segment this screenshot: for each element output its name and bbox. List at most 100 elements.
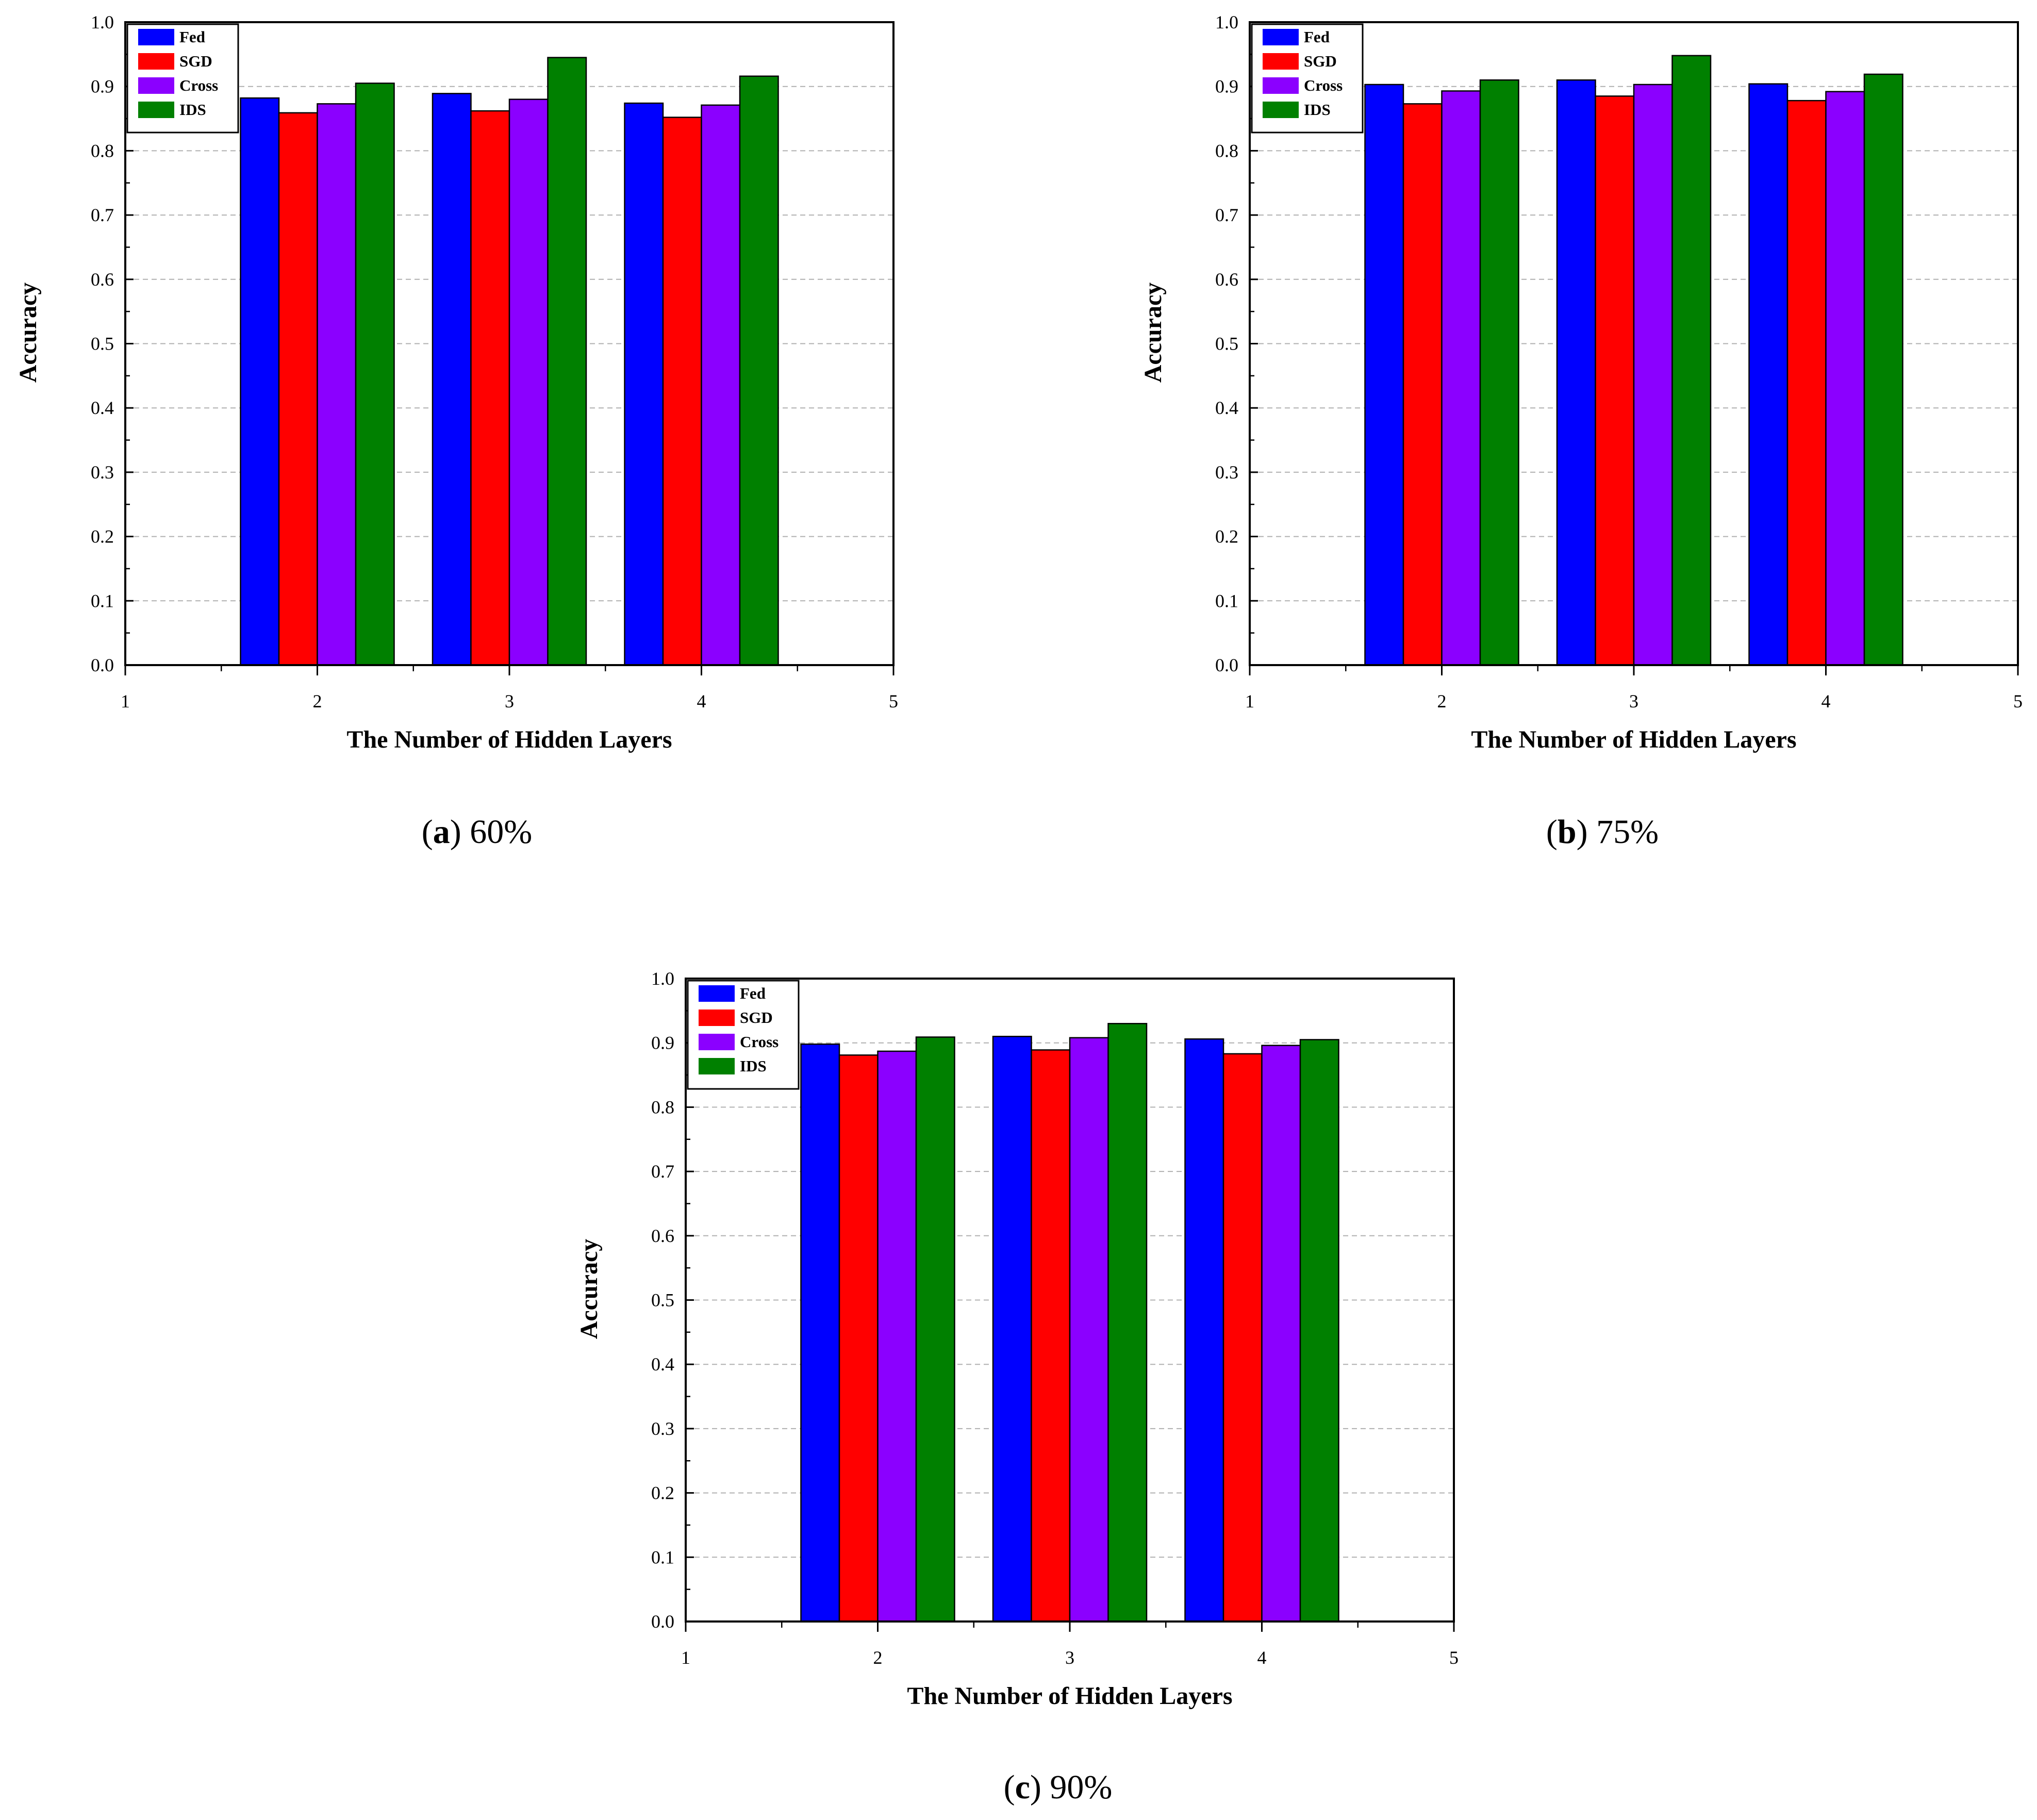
x-tick-label: 3 [1065,1647,1074,1668]
bar-sgd-3 [1595,95,1635,666]
y-tick-label: 1.0 [91,12,114,32]
y-tick-label: 0.0 [91,655,114,675]
bar-sgd-2 [838,1054,879,1623]
y-tick-label: 0.5 [91,334,114,354]
x-tick-label: 3 [1629,691,1638,712]
y-tick-label: 0.4 [651,1354,674,1375]
x-tick-label: 2 [873,1647,883,1668]
legend: Fed SGD Cross IDS [126,23,239,134]
legend-label-ids: IDS [1304,101,1331,119]
bar-ids-3 [547,57,587,666]
bar-sgd-3 [1031,1049,1071,1623]
legend-swatch-ids [138,102,174,118]
bar-cross-4 [701,104,741,666]
caption-value: 60% [470,813,532,851]
bar-ids-3 [1671,55,1712,666]
bar-cross-2 [1441,90,1481,666]
y-tick-label: 0.1 [651,1547,674,1567]
x-axis-title: The Number of Hidden Layers [346,726,672,753]
bar-sgd-4 [662,117,702,666]
x-tick-labels: 1 2 3 4 5 [681,1647,1459,1668]
bar-cross-3 [1069,1037,1109,1623]
legend-label-fed: Fed [740,984,766,1002]
bar-sgd-4 [1222,1053,1263,1623]
legend-label-fed: Fed [179,28,205,46]
bar-fed-3 [1556,79,1596,666]
x-tick-label: 5 [2013,691,2023,712]
legend-swatch-fed [699,985,735,1002]
bar-ids-4 [1299,1039,1339,1623]
caption-letter: a [433,813,450,851]
y-tick-label: 0.9 [651,1033,674,1053]
caption-value: 90% [1050,1768,1112,1806]
bar-ids-3 [1107,1023,1148,1623]
bar-ids-2 [1479,79,1519,666]
bar-fed-3 [432,93,472,666]
legend-label-ids: IDS [740,1057,767,1075]
bar-cross-4 [1825,91,1865,666]
x-tick-label: 5 [1449,1647,1459,1668]
caption-letter: c [1015,1768,1030,1806]
x-tick-label: 4 [1821,691,1831,712]
y-tick-label: 0.0 [1215,655,1238,675]
bar-ids-4 [739,75,779,666]
y-tick-label: 1.0 [651,968,674,989]
x-tick-label: 1 [121,691,130,712]
x-tick-label: 2 [1437,691,1447,712]
y-tick-label: 0.5 [1215,334,1238,354]
legend-label-sgd: SGD [740,1008,773,1027]
legend-label-fed: Fed [1304,28,1330,46]
bar-fed-4 [624,102,664,666]
legend-swatch-sgd [1263,53,1299,70]
x-tick-labels: 1 2 3 4 5 [1245,691,2023,712]
bar-fed-4 [1184,1038,1224,1623]
y-tick-label: 0.6 [651,1226,674,1246]
x-tick-label: 1 [681,1647,690,1668]
legend-swatch-cross [1263,77,1299,94]
y-tick-label: 0.7 [91,205,114,225]
y-tick-labels: 0.0 0.1 0.2 0.3 0.4 0.5 0.6 0.7 0.8 0.9 1.0 [91,12,114,675]
legend-swatch-fed [138,29,174,45]
y-tick-label: 0.6 [91,269,114,290]
bar-cross-3 [1633,84,1673,666]
legend-label-sgd: SGD [1304,52,1337,70]
y-tick-label: 0.8 [1215,140,1238,161]
bar-cross-2 [877,1050,917,1623]
y-tick-label: 0.6 [1215,269,1238,290]
legend-swatch-fed [1263,29,1299,45]
legend: Fed SGD Cross IDS [687,980,800,1090]
bars [1364,55,1903,666]
bar-cross-2 [317,103,357,666]
bar-fed-4 [1748,83,1788,666]
caption-a: (a) 60% [422,813,532,851]
y-axis-title: Accuracy [575,1239,603,1339]
x-tick-label: 3 [505,691,514,712]
y-tick-label: 0.8 [651,1097,674,1117]
legend-label-cross: Cross [179,76,218,94]
x-tick-label: 4 [697,691,706,712]
x-tick-label: 4 [1257,1647,1267,1668]
x-tick-label: 2 [313,691,322,712]
y-tick-label: 0.3 [91,462,114,483]
legend-swatch-ids [1263,102,1299,118]
y-tick-label: 0.8 [91,140,114,161]
y-tick-label: 0.4 [91,398,114,418]
caption-c: (c) 90% [1004,1768,1113,1806]
axis-ticks [1249,21,2019,675]
y-tick-label: 1.0 [1215,12,1238,32]
caption-b: (b) 75% [1546,813,1659,851]
y-tick-label: 0.1 [1215,590,1238,611]
bar-sgd-2 [278,112,318,666]
y-tick-label: 0.2 [91,526,114,547]
legend: Fed SGD Cross IDS [1251,23,1364,134]
x-tick-label: 1 [1245,691,1254,712]
bar-ids-4 [1863,73,1903,666]
bar-cross-4 [1261,1045,1301,1623]
y-axis-title: Accuracy [1139,283,1167,383]
bar-cross-3 [508,98,549,666]
bars [240,57,779,666]
legend-swatch-sgd [699,1010,735,1026]
